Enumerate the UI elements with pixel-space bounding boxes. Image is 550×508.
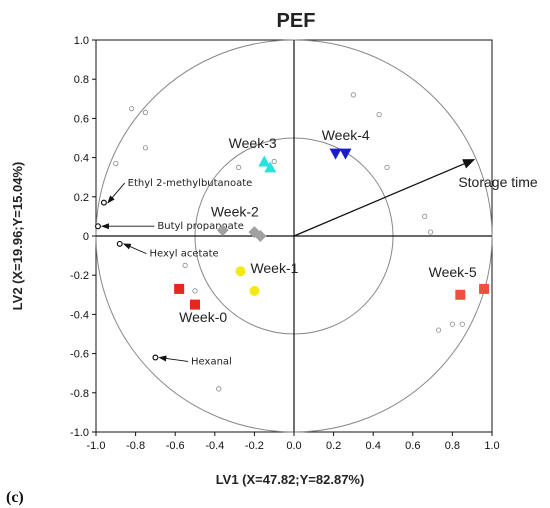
annotated-variable-point: [94, 223, 101, 230]
group-marker: [329, 148, 342, 160]
tick-labels: -1.0 -0.8 -0.6 -0.4 -0.2 0.0 0.2 0.4 0.6 0.8 1.0 1.…: [70, 35, 500, 452]
group-label: Week-4: [322, 127, 370, 143]
group-marker: [249, 285, 260, 296]
x-tick-label: -0.8: [126, 440, 145, 452]
x-tick-label: 0.6: [405, 440, 420, 452]
annotation-label: Ethyl 2-methylbutanoate: [128, 178, 253, 189]
group-week-1: Week-1: [235, 260, 299, 296]
group-label: Week-0: [179, 309, 227, 325]
x-tick-label: -0.2: [245, 440, 264, 452]
annotation-label: Hexanal: [191, 356, 232, 367]
loading-point: [384, 164, 390, 170]
chart-title: PEF: [277, 10, 316, 32]
annotation-arrow: [122, 243, 147, 255]
y-axis-label: LV2 (X=19.96;Y=15.04%): [10, 162, 25, 311]
group-week-3: Week-3: [229, 135, 277, 173]
group-label: Week-5: [429, 264, 477, 280]
group-week-4: Week-4: [322, 127, 370, 160]
y-tick-label: -0.2: [70, 270, 89, 282]
group-marker: [216, 224, 229, 237]
loading-point: [422, 213, 428, 219]
y-tick-label: 1.0: [74, 35, 89, 47]
x-tick-label: 0.8: [445, 440, 460, 452]
loading-point: [428, 229, 434, 235]
group-label: Week-1: [250, 260, 298, 276]
annotation-label: Butyl propanoate: [157, 221, 243, 232]
annotated-variable-point: [116, 240, 123, 247]
x-tick-label: -0.4: [205, 440, 224, 452]
group-marker: [479, 283, 490, 294]
loading-point: [376, 111, 382, 118]
annotation-label: Hexyl acetate: [149, 249, 218, 260]
x-axis-label: LV1 (X=47.82;Y=82.87%): [216, 472, 365, 487]
group-marker: [455, 289, 466, 300]
y-tick-label: -0.6: [70, 349, 89, 361]
storage-time-vector: Storage time: [293, 158, 538, 237]
x-tick-label: 0.4: [366, 440, 381, 452]
x-tick-label: 0.0: [286, 440, 301, 452]
loading-point: [449, 321, 455, 327]
group-week-2: Week-2: [211, 203, 267, 242]
x-tick-label: 1.0: [484, 440, 499, 452]
loading-point: [435, 327, 442, 333]
loading-point: [216, 386, 222, 392]
panel-label: (c): [6, 489, 24, 506]
loading-point: [182, 262, 188, 268]
group-label: Week-3: [229, 135, 277, 151]
loading-point: [350, 92, 356, 98]
y-tick-label: -0.8: [70, 388, 89, 400]
y-tick-label: 0.4: [74, 153, 89, 165]
loading-point: [192, 288, 198, 294]
group-marker: [264, 161, 277, 173]
vector-label: Storage time: [458, 174, 538, 190]
loading-point: [113, 160, 119, 167]
y-tick-label: -1.0: [70, 427, 89, 439]
x-tick-label: -0.6: [166, 440, 185, 452]
loading-point: [142, 145, 149, 151]
annotation-arrow: [107, 182, 126, 204]
group-marker: [235, 266, 246, 277]
loading-point: [142, 109, 149, 116]
annotated-variable-point: [152, 354, 159, 361]
loading-point: [235, 164, 242, 170]
group-marker: [258, 155, 271, 167]
group-marker: [190, 299, 200, 310]
annotation-arrow: [158, 355, 189, 362]
y-tick-label: 0.2: [74, 192, 89, 204]
y-tick-label: 0: [83, 231, 89, 243]
loading-point: [129, 106, 135, 112]
loading-points: [113, 92, 465, 392]
group-week-5: Week-5: [429, 264, 490, 300]
y-tick-label: -0.4: [70, 309, 89, 321]
group-week-0: Week-0: [174, 283, 227, 325]
variable-annotations: Ethyl 2-methylbutanoate Butyl propanoate H…: [94, 178, 253, 367]
x-tick-label: -1.0: [87, 440, 106, 452]
sample-groups: Week-0 Week-1 Week-2 Week-3 Week-4 Week-5: [174, 127, 490, 325]
y-tick-label: 0.6: [74, 113, 89, 125]
x-tick-label: 0.2: [326, 440, 341, 452]
annotated-variable-point: [100, 199, 107, 206]
y-tick-label: 0.8: [74, 74, 89, 86]
loading-point: [271, 158, 277, 165]
group-marker: [339, 148, 352, 160]
vector-arrow: [293, 158, 476, 237]
group-marker: [254, 230, 267, 242]
group-marker: [174, 283, 185, 294]
group-label: Week-2: [211, 203, 259, 219]
loading-point: [459, 321, 465, 327]
